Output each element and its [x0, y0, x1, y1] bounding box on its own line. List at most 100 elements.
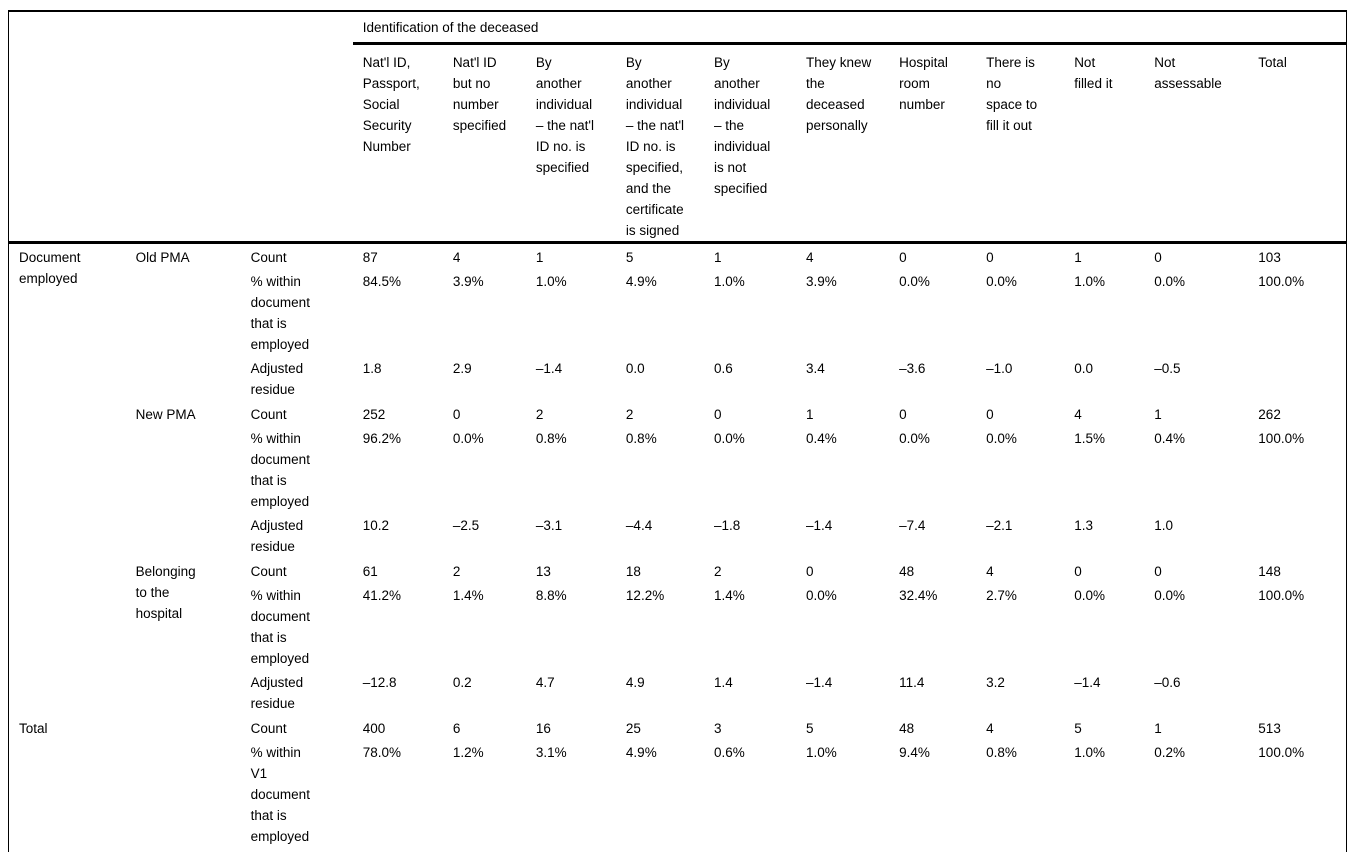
- stat-label: Adjusted residue: [250, 360, 304, 397]
- col-header-another-signed: By another individual – the nat'l ID no.…: [615, 43, 704, 244]
- data-cell: 0: [986, 249, 994, 265]
- data-cell: 4: [452, 249, 461, 265]
- data-cell: 4: [806, 249, 814, 265]
- data-cell: 84.5%: [362, 273, 402, 289]
- stat-label: % within document that is employed: [250, 430, 310, 509]
- table-row: Belonging to the hospital Count 61 2 13 …: [9, 558, 1347, 621]
- table-row: Adjusted residue 1.8 2.9 –1.4 0.0 0.6 3.…: [9, 355, 1347, 401]
- group-label-new-pma: New PMA: [135, 406, 196, 422]
- data-cell: 5: [1074, 720, 1082, 736]
- data-cell: 3.4: [806, 360, 825, 376]
- table-row: Adjusted residue –12.8 0.2 4.7 4.9 1.4 –…: [9, 669, 1347, 715]
- data-cell: 1: [1074, 249, 1082, 265]
- col-header-knew-personally: They knew the deceased personally: [796, 43, 890, 244]
- data-cell: 262: [1258, 406, 1281, 422]
- col-header-another-specified: By another individual – the nat'l ID no.…: [525, 43, 616, 244]
- data-cell: 87: [362, 249, 378, 265]
- data-cell: 78.0%: [362, 744, 402, 760]
- table-row: Adjusted residue 10.2 –2.5 –3.1 –4.4 –1.…: [9, 512, 1347, 558]
- data-cell: –7.4: [899, 517, 926, 533]
- data-cell: 41.2%: [362, 587, 402, 603]
- col-header-total: Total: [1248, 43, 1347, 244]
- table-row: Document employed Old PMA Count 87 4 1 5…: [9, 242, 1347, 286]
- data-cell: 4.9%: [625, 744, 657, 760]
- data-cell: 1: [535, 249, 544, 265]
- data-cell: 4.9%: [625, 273, 657, 289]
- data-cell: –1.4: [535, 360, 563, 376]
- crosstab-table: Identification of the deceased Nat'l ID,…: [8, 10, 1347, 852]
- data-cell: 1.4%: [713, 587, 745, 603]
- data-cell: –1.0: [986, 360, 1013, 376]
- data-cell: 9.4%: [899, 744, 930, 760]
- data-cell: 0: [713, 406, 722, 422]
- col-header-not-filled: Not filled it: [1064, 43, 1145, 244]
- data-cell: 0: [1154, 249, 1162, 265]
- data-cell: 0.0%: [1154, 587, 1186, 603]
- data-cell: 1: [806, 406, 814, 422]
- data-cell: –0.6: [1154, 674, 1181, 690]
- data-cell: 5: [806, 720, 814, 736]
- data-cell: 148: [1258, 563, 1281, 579]
- data-cell: 0.6%: [713, 744, 745, 760]
- data-cell: 48: [899, 720, 915, 736]
- data-cell: 0: [1154, 563, 1162, 579]
- data-cell: 0.0%: [986, 430, 1017, 446]
- data-cell: 61: [362, 563, 378, 579]
- data-cell: 3.9%: [806, 273, 837, 289]
- data-cell: 96.2%: [362, 430, 402, 446]
- data-cell: 2.9: [452, 360, 472, 376]
- data-cell: 1: [713, 249, 722, 265]
- data-cell: 2.7%: [986, 587, 1017, 603]
- data-cell: 252: [362, 406, 386, 422]
- data-cell: –1.4: [1074, 674, 1101, 690]
- data-cell: 1.2%: [452, 744, 484, 760]
- data-cell: 0.0%: [452, 430, 484, 446]
- data-cell: [1248, 355, 1346, 401]
- table-row: % within document that is employed 41.2%…: [9, 582, 1347, 669]
- data-cell: 11.4: [899, 674, 925, 690]
- data-cell: 0.0: [625, 360, 645, 376]
- data-cell: –1.4: [806, 517, 833, 533]
- table-row: % within V1 document that is employed 78…: [9, 739, 1347, 852]
- data-cell: 12.2%: [625, 587, 665, 603]
- data-cell: 4.9: [625, 674, 645, 690]
- col-header-hospital-room: Hospital room number: [889, 43, 977, 244]
- data-cell: 8.8%: [535, 587, 567, 603]
- data-cell: –4.4: [625, 517, 653, 533]
- data-cell: 2: [535, 406, 544, 422]
- data-cell: 1.0%: [1074, 744, 1105, 760]
- col-header-no-space: There is no space to fill it out: [976, 43, 1065, 244]
- data-cell: 0.0%: [1154, 273, 1186, 289]
- stat-label: Count: [250, 563, 287, 579]
- table-row: Total Count 400 6 16 25 3 5 48 4 5 1 513: [9, 715, 1347, 739]
- table-row: % within document that is employed 96.2%…: [9, 425, 1347, 512]
- data-cell: 0: [806, 563, 814, 579]
- data-cell: 13: [535, 563, 551, 579]
- data-cell: 0.8%: [625, 430, 657, 446]
- col-header-no-number: Nat'l ID but no number specified: [442, 43, 526, 244]
- col-header-natl-id: Nat'l ID, Passport, Social Security Numb…: [352, 43, 443, 244]
- data-cell: 100.0%: [1258, 273, 1305, 289]
- data-cell: 0.0%: [986, 273, 1017, 289]
- data-cell: 0: [1074, 563, 1082, 579]
- empty-cell: [126, 715, 241, 852]
- data-cell: 0.0: [1074, 360, 1093, 376]
- data-cell: 5: [625, 249, 634, 265]
- row-label-total: Total: [19, 720, 48, 736]
- stat-label: Count: [250, 406, 287, 422]
- data-cell: 100.0%: [1258, 587, 1305, 603]
- data-cell: –1.8: [713, 517, 741, 533]
- data-cell: –12.8: [362, 674, 397, 690]
- data-cell: 0.0%: [806, 587, 837, 603]
- data-cell: 1: [1154, 720, 1162, 736]
- data-cell: 1.4%: [452, 587, 484, 603]
- data-cell: 1.5%: [1074, 430, 1105, 446]
- group-label-old-pma: Old PMA: [135, 249, 190, 265]
- data-cell: –3.6: [899, 360, 926, 376]
- data-cell: 4: [986, 563, 994, 579]
- data-cell: 1.0: [1154, 517, 1174, 533]
- data-cell: 0.2: [452, 674, 472, 690]
- data-cell: 18: [625, 563, 641, 579]
- data-cell: 0.2%: [1154, 744, 1186, 760]
- data-cell: [1248, 669, 1346, 715]
